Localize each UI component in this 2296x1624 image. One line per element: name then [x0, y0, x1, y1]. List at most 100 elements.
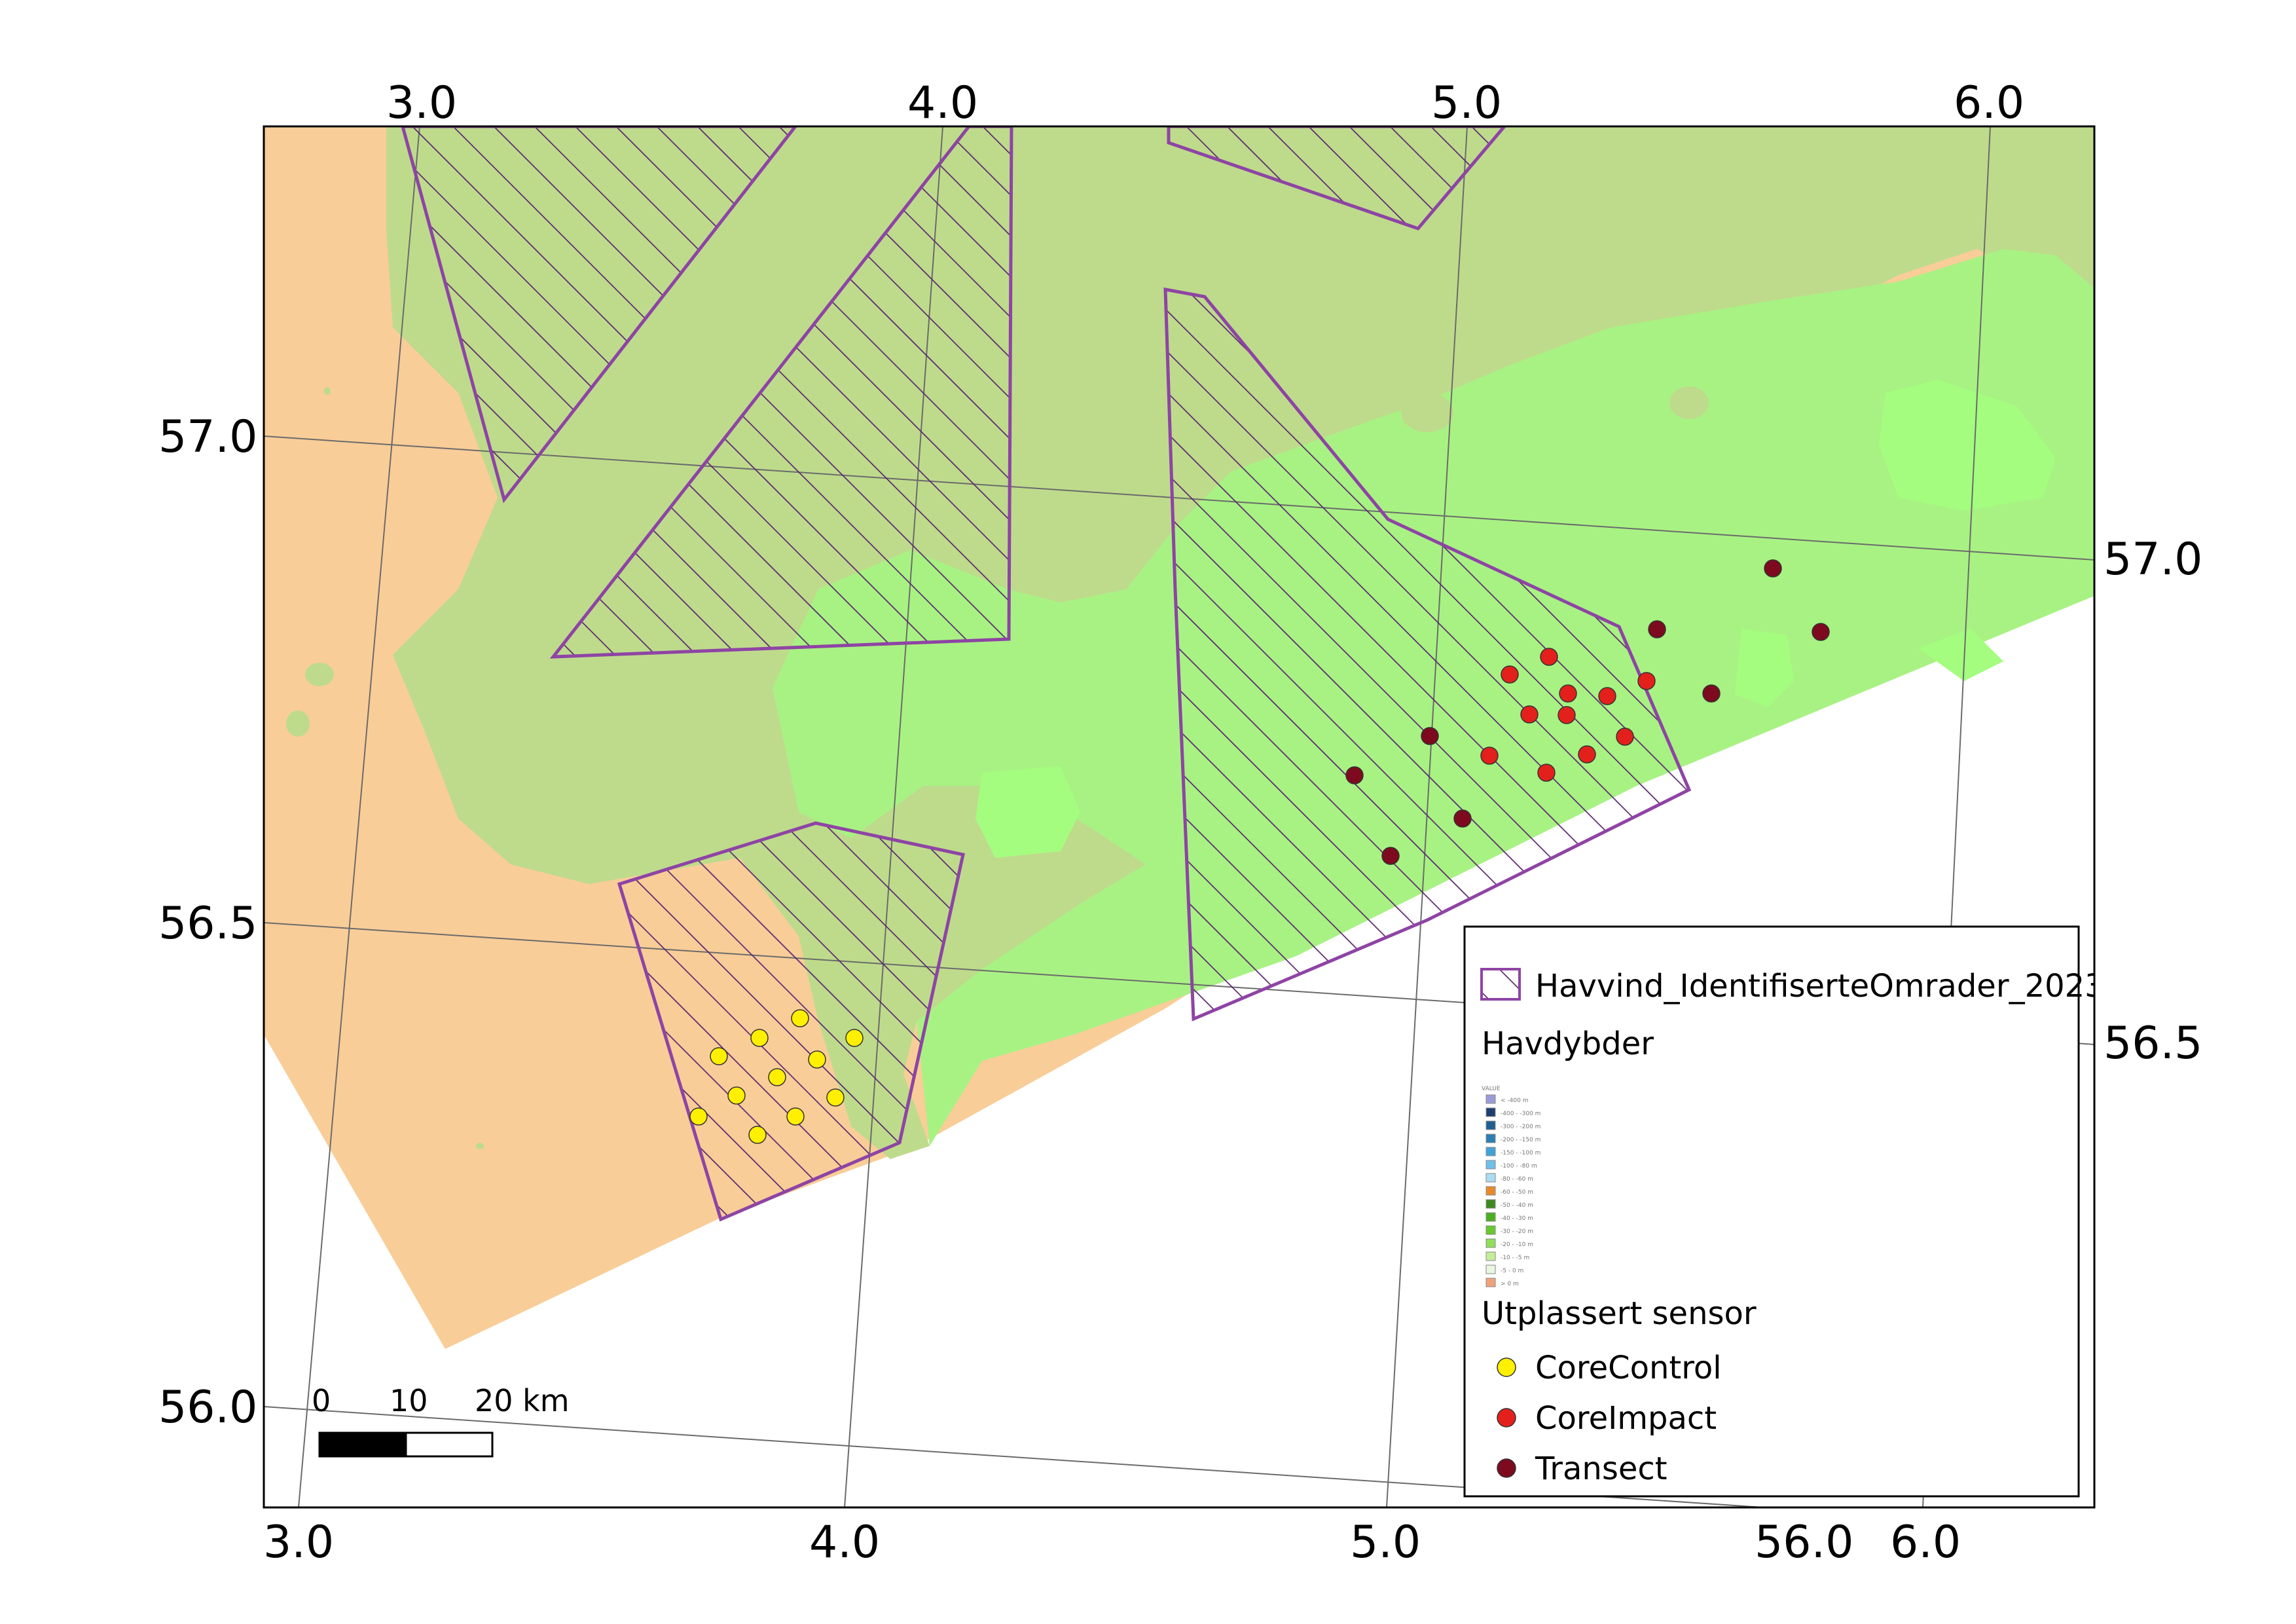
- sensor-point-transect[interactable]: [1453, 809, 1472, 828]
- legend-sensor-title: Utplassert sensor: [1482, 1295, 1757, 1332]
- bottom-lon-labels: 3.0 4.0 5.0 56.0 6.0: [263, 1517, 1961, 1568]
- sensor-point-corecontrol[interactable]: [786, 1107, 805, 1126]
- bottom-lon-label: 5.0: [1350, 1517, 1421, 1568]
- sensor-point-transect[interactable]: [1702, 684, 1721, 703]
- sensor-point-corecontrol[interactable]: [808, 1050, 826, 1069]
- legend-sensor-symbol: [1497, 1357, 1516, 1377]
- top-lon-label: 6.0: [1954, 77, 2024, 129]
- scale-label-0: 0: [312, 1383, 331, 1418]
- sensor-point-corecontrol[interactable]: [791, 1009, 809, 1027]
- legend-depth-swatch: [1485, 1278, 1496, 1287]
- sensor-point-coreimpact[interactable]: [1520, 705, 1539, 724]
- sensor-point-corecontrol[interactable]: [768, 1068, 786, 1086]
- legend-depth-classes: VALUE< -400 m -400 - -300 m -300 - -200 m -…: [1482, 1086, 1540, 1287]
- wind-area-polygon[interactable]: [1163, 287, 1692, 1022]
- wind-area-polygon[interactable]: [401, 126, 798, 504]
- bottom-lon-label: 4.0: [809, 1517, 880, 1568]
- sensor-point-coreimpact[interactable]: [1637, 672, 1656, 690]
- legend-depth-label: -60 - -50 m: [1501, 1189, 1533, 1196]
- sensor-point-transect[interactable]: [1421, 727, 1439, 745]
- legend-depth-label: -80 - -60 m: [1501, 1176, 1533, 1183]
- sensor-layer: [689, 559, 1830, 1144]
- sensor-point-corecontrol[interactable]: [845, 1029, 864, 1047]
- depth-zone-deepest-patch: [975, 766, 1080, 858]
- sensor-point-coreimpact[interactable]: [1616, 728, 1634, 746]
- sensor-point-coreimpact[interactable]: [1501, 665, 1519, 684]
- legend-depth-label: -10 - -5 m: [1501, 1255, 1529, 1261]
- legend-depth-label: -20 - -10 m: [1501, 1242, 1533, 1248]
- legend-depth-label: -30 - -20 m: [1501, 1228, 1533, 1235]
- scale-label-20-km: 20 km: [475, 1383, 570, 1418]
- sensor-point-coreimpact[interactable]: [1537, 764, 1556, 782]
- legend-depth-swatch: [1485, 1264, 1496, 1274]
- bottom-lat-label-extra: 56.0: [1755, 1517, 1853, 1568]
- sensor-point-corecontrol[interactable]: [748, 1126, 767, 1144]
- legend-depth-swatch: [1485, 1238, 1496, 1248]
- legend-depth-swatch: [1485, 1186, 1496, 1196]
- top-lon-label: 3.0: [386, 77, 457, 129]
- legend-box: [1463, 925, 2080, 1498]
- sensor-point-transect[interactable]: [1345, 766, 1364, 784]
- small-depth-patches: [286, 386, 1709, 1149]
- legend-depth-title: Havdybder: [1482, 1025, 1654, 1062]
- legend-depth-label: -150 - -100 m: [1501, 1150, 1540, 1156]
- sensor-point-corecontrol[interactable]: [689, 1107, 708, 1126]
- sensor-point-coreimpact[interactable]: [1559, 684, 1577, 703]
- legend-depth-label: -50 - -40 m: [1501, 1202, 1533, 1209]
- top-lon-label: 5.0: [1431, 77, 1502, 129]
- sensor-point-corecontrol[interactable]: [826, 1088, 845, 1107]
- scale-bar-segment-white: [405, 1431, 494, 1458]
- legend-depth-label: -400 - -300 m: [1501, 1111, 1540, 1117]
- bottom-lon-label: 6.0: [1890, 1517, 1961, 1568]
- wind-area-polygon[interactable]: [1167, 126, 1507, 231]
- meridian-3: [298, 126, 420, 1507]
- legend-sensor-items: CoreControl CoreImpact Transect: [1497, 1350, 1722, 1487]
- legend-sensor-label: Transect: [1535, 1450, 1667, 1487]
- bottom-lon-label: 3.0: [263, 1517, 334, 1568]
- legend-sensor-label: CoreControl: [1535, 1350, 1722, 1386]
- sensor-point-coreimpact[interactable]: [1558, 706, 1576, 724]
- sensor-point-corecontrol[interactable]: [727, 1086, 746, 1105]
- depth-zone-deepest-patch: [1735, 629, 1794, 707]
- legend-sensor-symbol: [1497, 1408, 1516, 1428]
- legend-depth-swatch: [1485, 1147, 1496, 1156]
- left-lat-labels: 57.0 56.5 56.0: [158, 411, 257, 1433]
- legend-depth-swatch: [1485, 1120, 1496, 1130]
- top-lon-labels: 3.0 4.0 5.0 6.0: [386, 77, 2024, 129]
- sensor-point-coreimpact[interactable]: [1598, 687, 1616, 705]
- sensor-point-coreimpact[interactable]: [1578, 745, 1596, 764]
- legend-depth-label: -100 - -80 m: [1501, 1163, 1537, 1170]
- legend: Havvind_IdentifiserteOmrader_2023 Havdyb…: [1463, 925, 2094, 1498]
- map-frame[interactable]: 0 10 20 km Havvind_IdentifiserteOmrader_…: [264, 126, 2105, 1530]
- legend-depth-label: > 0 m: [1501, 1281, 1519, 1287]
- top-lon-label: 4.0: [907, 77, 978, 129]
- legend-depth-swatch: [1485, 1251, 1496, 1261]
- legend-sensor-label: CoreImpact: [1535, 1400, 1717, 1437]
- sensor-point-transect[interactable]: [1648, 620, 1666, 638]
- sensor-point-transect[interactable]: [1764, 559, 1782, 578]
- legend-depth-label: -40 - -30 m: [1501, 1215, 1533, 1222]
- sensor-point-transect[interactable]: [1381, 847, 1400, 865]
- legend-depth-label: -5 - 0 m: [1501, 1268, 1523, 1274]
- legend-depth-label: < -400 m: [1501, 1098, 1528, 1104]
- legend-sensor-symbol: [1497, 1458, 1516, 1478]
- sensor-point-coreimpact[interactable]: [1480, 747, 1499, 765]
- left-lat-label: 57.0: [158, 411, 257, 463]
- legend-depth-swatch: [1485, 1199, 1496, 1209]
- map-frame-border: [263, 125, 2096, 1509]
- scale-bar: 0 10 20 km: [312, 1383, 570, 1458]
- sensor-point-corecontrol[interactable]: [710, 1047, 728, 1065]
- legend-depth-swatch: [1485, 1212, 1496, 1222]
- wind-area-polygon[interactable]: [549, 126, 1013, 659]
- sensor-point-corecontrol[interactable]: [750, 1029, 769, 1047]
- legend-depth-swatch: [1485, 1134, 1496, 1143]
- right-lat-label: 57.0: [2104, 534, 2202, 585]
- legend-area-swatch: [1480, 968, 1521, 1001]
- sensor-point-transect[interactable]: [1812, 623, 1830, 641]
- legend-depth-swatch: [1485, 1160, 1496, 1170]
- legend-depth-swatch: [1485, 1094, 1496, 1104]
- legend-depth-swatch: [1485, 1107, 1496, 1117]
- legend-depth-label: -200 - -150 m: [1501, 1137, 1540, 1143]
- sensor-point-coreimpact[interactable]: [1540, 648, 1558, 666]
- legend-depth-swatch: [1485, 1225, 1496, 1235]
